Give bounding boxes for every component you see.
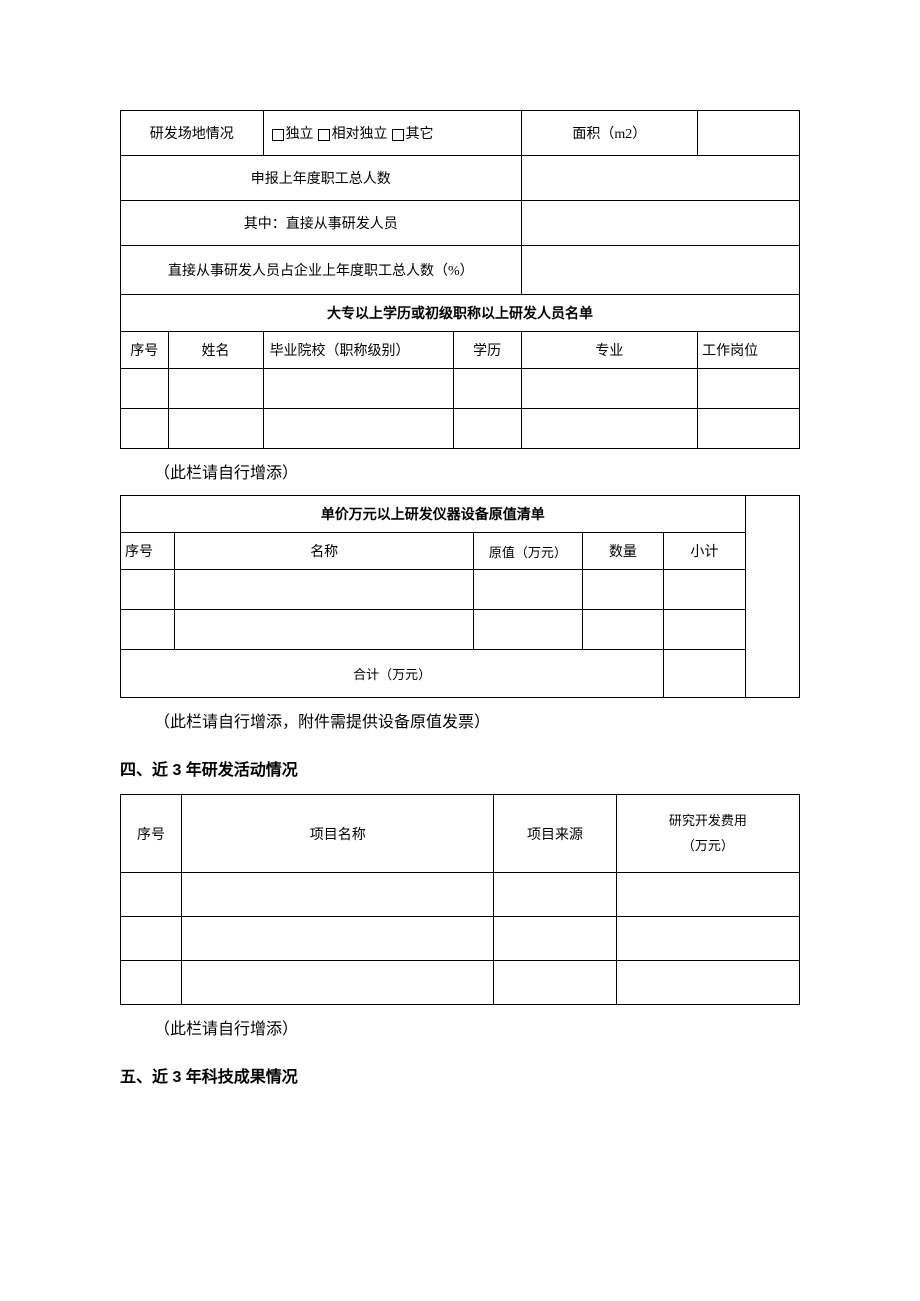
eq-col-subtotal: 小计: [664, 533, 745, 570]
note-add-rows-2: （此栏请自行增添，附件需提供设备原值发票）: [120, 698, 800, 744]
rd-staff-label: 其中：直接从事研发人员: [121, 201, 522, 246]
col-seq: 序号: [121, 332, 169, 369]
note-add-rows-1: （此栏请自行增添）: [120, 449, 800, 495]
equipment-title: 单价万元以上研发仪器设备原值清单: [121, 496, 746, 533]
table-row[interactable]: [121, 961, 800, 1005]
rd-col-cost-line2: （万元）: [623, 834, 793, 859]
opt-other: 其它: [406, 127, 434, 142]
section-5-heading: 五、近 3 年科技成果情况: [120, 1051, 800, 1101]
col-edu: 学历: [453, 332, 521, 369]
note-add-rows-3: （此栏请自行增添）: [120, 1005, 800, 1051]
col-major: 专业: [521, 332, 698, 369]
rd-col-cost-line1: 研究开发费用: [623, 809, 793, 834]
area-label: 面积（m2）: [521, 111, 698, 156]
eq-total-label: 合计（万元）: [121, 650, 664, 698]
rd-col-seq: 序号: [121, 795, 182, 873]
table-row[interactable]: [121, 610, 800, 650]
area-value[interactable]: [698, 111, 800, 156]
table-row[interactable]: [121, 873, 800, 917]
section-4-heading: 四、近 3 年研发活动情况: [120, 744, 800, 794]
rd-col-source: 项目来源: [494, 795, 616, 873]
prev-year-staff-value[interactable]: [521, 156, 799, 201]
table-row[interactable]: [121, 369, 800, 409]
col-school: 毕业院校（职称级别）: [263, 332, 453, 369]
equipment-side-blank: [745, 496, 799, 698]
eq-col-value: 原值（万元）: [474, 533, 583, 570]
eq-total-value[interactable]: [664, 650, 745, 698]
checkbox-independent-icon[interactable]: [272, 129, 284, 141]
col-name: 姓名: [168, 332, 263, 369]
table-row[interactable]: [121, 917, 800, 961]
facility-options: 独立 相对独立 其它: [263, 111, 521, 156]
rd-staff-pct-label: 直接从事研发人员占企业上年度职工总人数（%）: [121, 246, 522, 295]
prev-year-staff-label: 申报上年度职工总人数: [121, 156, 522, 201]
eq-col-qty: 数量: [582, 533, 663, 570]
rd-activity-table: 序号 项目名称 项目来源 研究开发费用 （万元）: [120, 794, 800, 1005]
facility-staff-table: 研发场地情况 独立 相对独立 其它 面积（m2） 申报上年度职工总人数 其中：直接从…: [120, 110, 800, 449]
opt-relative: 相对独立: [332, 127, 388, 142]
equipment-table: 单价万元以上研发仪器设备原值清单 序号 名称 原值（万元） 数量 小计 合计（万…: [120, 495, 800, 698]
eq-col-name: 名称: [175, 533, 474, 570]
checkbox-relative-icon[interactable]: [318, 129, 330, 141]
rd-col-project: 项目名称: [182, 795, 494, 873]
col-position: 工作岗位: [698, 332, 800, 369]
table-row[interactable]: [121, 570, 800, 610]
rd-staff-value[interactable]: [521, 201, 799, 246]
rd-col-cost: 研究开发费用 （万元）: [616, 795, 799, 873]
personnel-list-title: 大专以上学历或初级职称以上研发人员名单: [121, 295, 800, 332]
rd-staff-pct-value[interactable]: [521, 246, 799, 295]
checkbox-other-icon[interactable]: [392, 129, 404, 141]
facility-label: 研发场地情况: [121, 111, 264, 156]
eq-col-seq: 序号: [121, 533, 175, 570]
table-row[interactable]: [121, 409, 800, 449]
opt-independent: 独立: [286, 127, 314, 142]
